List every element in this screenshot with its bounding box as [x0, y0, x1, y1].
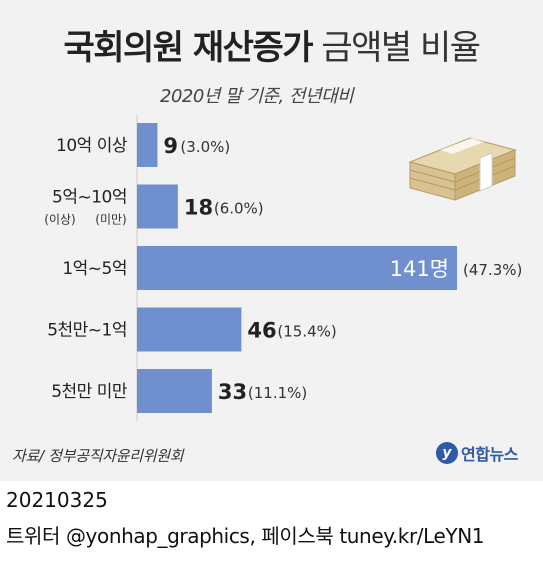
logo-mark-icon: y — [436, 442, 458, 464]
publish-date: 20210325 — [6, 488, 108, 512]
category-label-4: 5천만 미만 — [51, 382, 128, 402]
category-label-3: 5천만~1억 — [47, 321, 127, 341]
infographic-card: 국회의원 재산증가 금액별 비율 2020년 말 기준, 전년대비 10억 이상… — [0, 0, 543, 481]
logo-text: 연합뉴스 — [461, 445, 518, 464]
chart-title: 국회의원 재산증가 금액별 비율 — [0, 20, 543, 69]
category-sublabel-1-a: (이상) — [44, 213, 75, 227]
category-sublabel-1-b: (미만) — [95, 213, 126, 227]
bar-4 — [137, 369, 212, 413]
percent-label-4: (11.1%) — [248, 384, 307, 402]
value-label-1: 18 — [184, 196, 213, 220]
percent-label-3: (15.4%) — [277, 323, 336, 341]
title-light: 금액별 비율 — [321, 28, 481, 68]
value-label-4: 33 — [218, 380, 247, 404]
percent-label-0: (3.0%) — [180, 138, 230, 156]
percent-label-1: (6.0%) — [214, 200, 264, 218]
percent-label-2: (47.3%) — [463, 261, 522, 279]
category-label-1: 5억~10억 — [52, 188, 127, 208]
title-bold: 국회의원 재산증가 — [63, 28, 313, 68]
value-label-2: 141명 — [390, 257, 449, 281]
category-label-0: 10억 이상 — [56, 136, 128, 156]
category-label-2: 1억~5억 — [62, 259, 127, 279]
bar-0 — [137, 123, 158, 167]
money-stack-icon — [408, 137, 517, 201]
value-label-0: 9 — [163, 134, 178, 158]
yonhap-logo: y 연합뉴스 — [436, 440, 518, 466]
bar-2 — [137, 246, 457, 290]
value-label-3: 46 — [247, 319, 276, 343]
source-note: 자료/ 정부공직자윤리위원회 — [12, 447, 184, 465]
chart-subtitle: 2020년 말 기준, 전년대비 — [160, 86, 354, 107]
social-credit: 트위터 @yonhap_graphics, 페이스북 tuney.kr/LeYN… — [6, 524, 485, 548]
bar-1 — [137, 184, 178, 229]
bar-3 — [137, 307, 242, 352]
